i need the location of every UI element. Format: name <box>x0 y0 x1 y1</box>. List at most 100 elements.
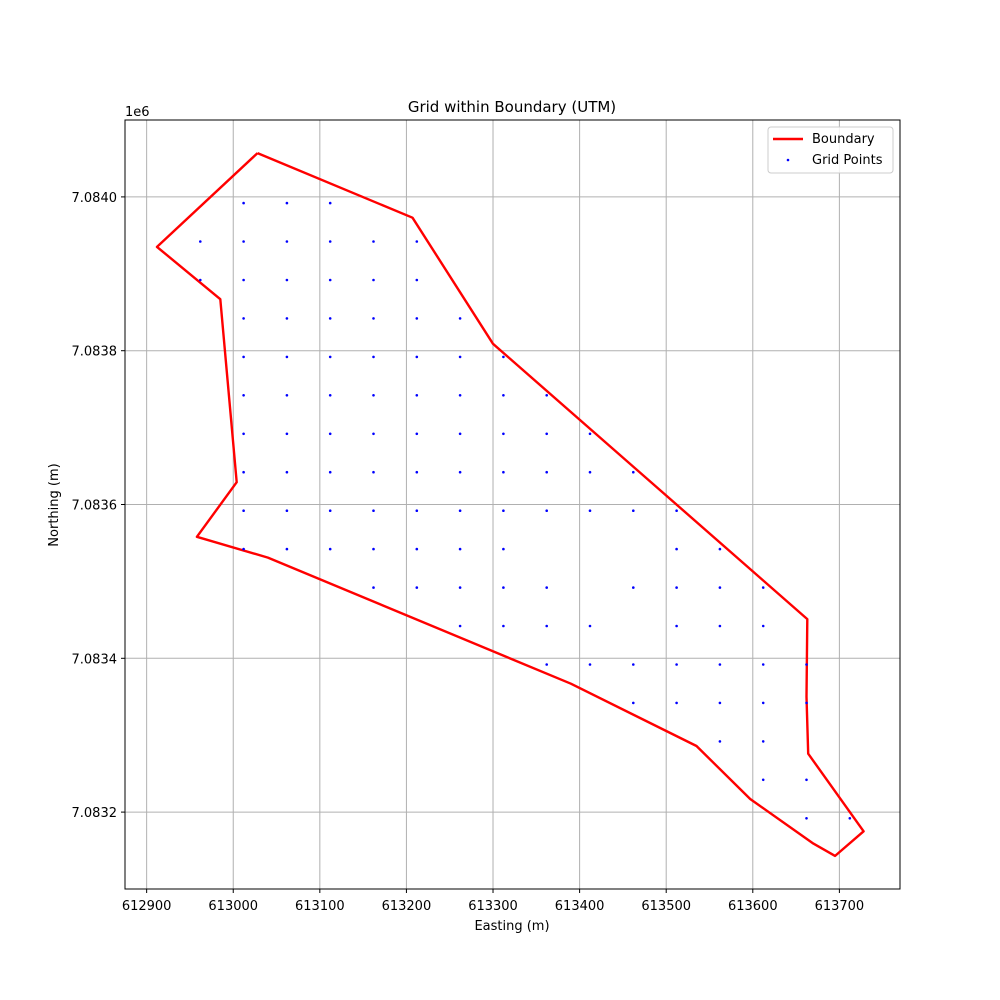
y-tick-label: 7.0832 <box>72 806 118 821</box>
axis-ticks: 612900 613000 613100 613200 613300 613400 6135… <box>72 191 865 914</box>
grid-point <box>545 470 548 474</box>
grid-point <box>502 547 505 551</box>
grid-point <box>415 509 419 512</box>
grid-point <box>372 470 375 474</box>
grid-point <box>199 278 202 282</box>
x-tick-label: 613400 <box>555 899 605 914</box>
grid-point <box>761 778 765 782</box>
grid-point <box>458 624 462 628</box>
grid-point <box>805 778 808 782</box>
grid-point <box>415 586 419 589</box>
grid-point <box>632 663 635 666</box>
grid-point <box>372 547 375 551</box>
grid-point <box>242 201 245 205</box>
grid-point <box>761 663 765 666</box>
grid-point <box>285 547 289 551</box>
grid-point <box>372 240 375 243</box>
grid-point <box>545 394 548 397</box>
grid-point <box>415 432 419 436</box>
grid-point <box>588 663 592 666</box>
grid-point <box>242 509 245 512</box>
grid-point <box>415 278 419 282</box>
x-tick-label: 613300 <box>468 899 518 914</box>
grid-point <box>328 547 332 551</box>
grid-point <box>458 586 462 589</box>
legend-grid-points-label: Grid Points <box>812 153 883 168</box>
grid-point <box>372 509 375 512</box>
grid-point <box>675 547 678 551</box>
legend: Boundary Grid Points <box>767 126 894 174</box>
grid-point <box>199 240 202 243</box>
grid-point <box>632 701 635 705</box>
x-tick-label: 613100 <box>295 899 345 914</box>
grid-point <box>285 278 289 282</box>
grid-point <box>285 509 289 512</box>
grid-point <box>718 586 722 589</box>
grid-point <box>372 278 375 282</box>
grid-point <box>632 509 635 512</box>
x-tick-label: 613600 <box>728 899 778 914</box>
grid-point <box>328 278 332 282</box>
grid-point <box>805 701 808 705</box>
grid-point <box>502 624 505 628</box>
grid-point <box>285 432 289 436</box>
grid-point <box>502 432 505 436</box>
grid-point <box>372 355 375 359</box>
grid-point <box>718 663 722 666</box>
grid-point <box>718 740 722 743</box>
grid-point <box>285 394 289 397</box>
grid-point <box>372 394 375 397</box>
grid-point <box>285 240 289 243</box>
grid-point <box>545 586 548 589</box>
grid-point <box>415 394 419 397</box>
grid-point <box>761 586 765 589</box>
grid-point <box>675 701 678 705</box>
grid-point <box>805 817 808 820</box>
grid-point <box>372 432 375 436</box>
grid-point <box>328 240 332 243</box>
grid-point <box>718 624 722 628</box>
grid-point <box>545 432 548 436</box>
grid-point <box>458 470 462 474</box>
grid-point <box>545 663 548 666</box>
legend-grid-points-swatch <box>786 158 790 162</box>
y-tick-label: 7.0836 <box>72 499 118 514</box>
grid-point <box>632 470 635 474</box>
grid-point <box>328 201 332 205</box>
grid-point <box>372 586 375 589</box>
grid-point <box>675 509 678 512</box>
grid-point <box>502 394 505 397</box>
grid-point <box>675 624 678 628</box>
grid-point <box>632 586 635 589</box>
grid-point <box>415 547 419 551</box>
chart-title: Grid within Boundary (UTM) <box>408 98 616 116</box>
grid-point <box>242 547 245 551</box>
x-tick-label: 613200 <box>382 899 432 914</box>
grid-point <box>458 317 462 320</box>
grid-point <box>588 432 592 436</box>
grid-point <box>415 240 419 243</box>
y-tick-label: 7.0834 <box>72 652 118 667</box>
grid-point <box>372 317 375 320</box>
grid-point <box>502 470 505 474</box>
y-axis-offset-label: 1e6 <box>125 105 150 120</box>
grid-point <box>285 317 289 320</box>
x-axis-label: Easting (m) <box>474 919 549 934</box>
grid-point <box>458 394 462 397</box>
y-axis-label: Northing (m) <box>47 463 62 546</box>
grid-point <box>328 470 332 474</box>
grid-point <box>328 355 332 359</box>
grid-point <box>242 355 245 359</box>
grid-point <box>242 240 245 243</box>
x-tick-label: 613500 <box>641 899 691 914</box>
grid-point <box>242 317 245 320</box>
grid-point <box>328 509 332 512</box>
grid-point <box>502 586 505 589</box>
grid-point <box>761 740 765 743</box>
grid-point <box>242 470 245 474</box>
grid-point <box>502 355 505 359</box>
gridlines <box>125 120 900 889</box>
grid-point <box>718 701 722 705</box>
grid-point <box>415 355 419 359</box>
